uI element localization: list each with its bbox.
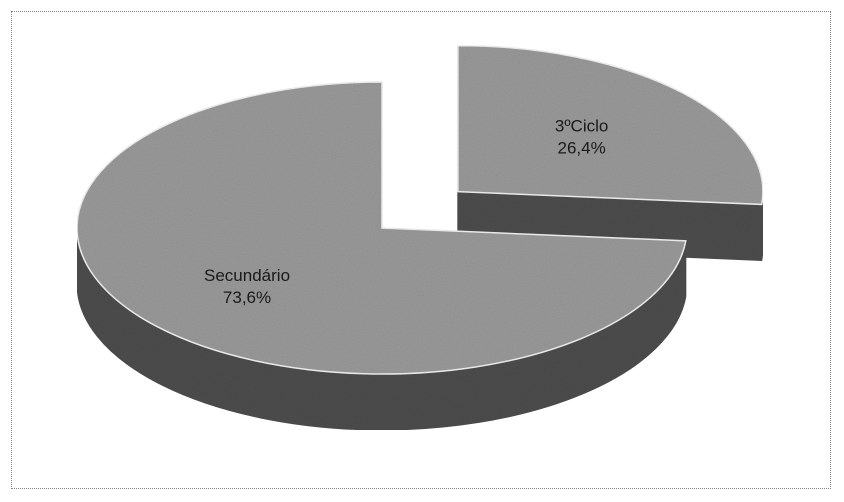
slice-value-label-0: 26,4%	[558, 138, 606, 157]
pie-slice-1	[76, 81, 687, 375]
pie-slice-0	[457, 44, 764, 206]
slice-label-0: 3ºCiclo	[555, 116, 608, 135]
slice-label-1: Secundário	[204, 266, 290, 285]
slice-value-label-1: 73,6%	[223, 288, 271, 307]
